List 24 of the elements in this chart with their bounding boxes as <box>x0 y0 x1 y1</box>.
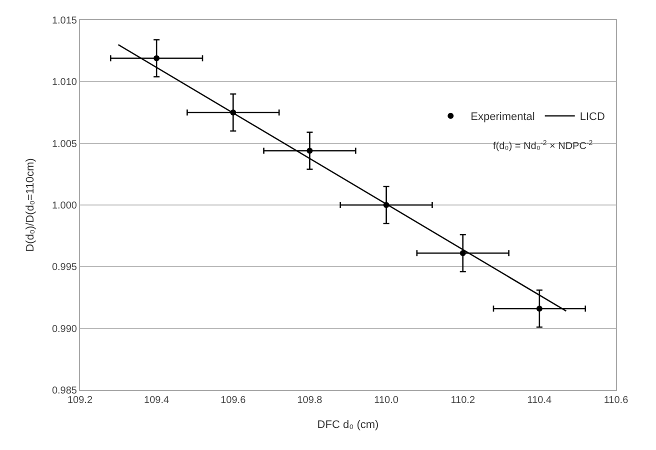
x-axis-title: DFC d₀ (cm) <box>317 419 379 432</box>
x-tick-label: 109.6 <box>220 395 246 406</box>
x-tick-label: 109.2 <box>67 395 93 406</box>
x-tick-label: 110.6 <box>604 395 629 406</box>
y-tick-label: 0.995 <box>52 262 78 274</box>
y-tick-label: 1.010 <box>52 77 78 88</box>
x-tick-label: 110.2 <box>450 395 476 406</box>
legend-label: Experimental <box>470 111 535 124</box>
y-tick-label: 1.005 <box>52 138 78 150</box>
annotation: f(d₀) = Nd₀$^{-2}$ × NDPC$^{-2}$ <box>493 140 593 152</box>
point <box>154 55 160 62</box>
y-tick-label: 0.985 <box>52 386 78 396</box>
legend-label: LICD <box>580 111 605 124</box>
x-tick-label: 109.8 <box>297 395 323 406</box>
x-tick-label: 110.4 <box>527 395 552 406</box>
y-tick-label: 1.000 <box>52 200 78 212</box>
x-tick-label: 110.0 <box>374 395 399 406</box>
y-tick-label: 0.990 <box>52 324 78 335</box>
point <box>460 250 466 256</box>
y-tick-label: 1.015 <box>52 16 78 26</box>
point <box>536 306 542 312</box>
point <box>306 148 313 154</box>
y-axis-title: D(d₀)/D(d₀=110cm) <box>24 158 37 252</box>
x-tick-label: 109.4 <box>144 395 170 406</box>
